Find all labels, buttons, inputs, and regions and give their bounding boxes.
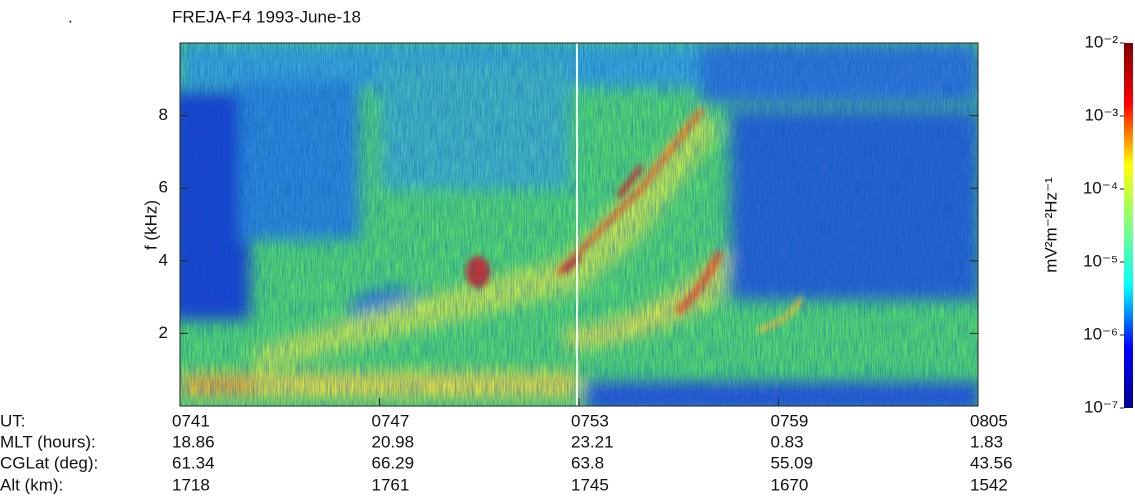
colorbar-label: mV²m⁻²Hz⁻¹ <box>1041 177 1060 273</box>
ephemeris-value: 1718 <box>172 475 210 494</box>
colorbar-scale <box>1124 43 1133 408</box>
y-tick-label: 6 <box>159 178 168 197</box>
ephemeris-value: 1.83 <box>970 432 1003 451</box>
colorbar-tick-label: 10⁻³ <box>1084 105 1118 124</box>
ephemeris-value: 23.21 <box>571 432 614 451</box>
ephemeris-value: 20.98 <box>372 432 415 451</box>
ephemeris-value: 0805 <box>970 411 1008 430</box>
colorbar: mV²m⁻²Hz⁻¹ 10⁻² 10⁻³ 10⁻⁴ 10⁻⁵ 10⁻⁶ 10⁻⁷ <box>1041 32 1133 416</box>
ephemeris-value: 61.34 <box>172 453 215 472</box>
ephemeris-value: 66.29 <box>372 453 415 472</box>
ephemeris-value: 0.83 <box>771 432 804 451</box>
ephemeris-value: 0747 <box>372 411 410 430</box>
y-axis-label: f (kHz) <box>141 200 160 250</box>
ephemeris-label: CGLat (deg): <box>0 453 98 472</box>
ephemeris-value: 0741 <box>172 411 210 430</box>
y-tick-label: 2 <box>159 323 168 342</box>
colorbar-tick-label: 10⁻⁶ <box>1083 324 1118 343</box>
colorbar-tick-label: 10⁻² <box>1084 32 1118 51</box>
ephemeris-value: 1670 <box>771 475 809 494</box>
ephemeris-value: 1745 <box>571 475 609 494</box>
y-tick-label: 4 <box>159 250 168 269</box>
ephemeris-value: 1542 <box>970 475 1008 494</box>
ephemeris-value: 43.56 <box>970 453 1013 472</box>
ephemeris-value: 1761 <box>372 475 410 494</box>
colorbar-tick-label: 10⁻⁴ <box>1083 178 1118 197</box>
chart-title: FREJA-F4 1993-June-18 <box>172 7 361 26</box>
y-tick-label: 8 <box>159 105 168 124</box>
ephemeris-value: 55.09 <box>771 453 814 472</box>
ephemeris-label: MLT (hours): <box>0 432 96 451</box>
ephemeris-value: 18.86 <box>172 432 215 451</box>
corner-mark: . <box>68 7 73 26</box>
colorbar-tick-label: 10⁻⁷ <box>1084 397 1118 416</box>
ephemeris-value: 0759 <box>771 411 809 430</box>
spectrogram <box>180 43 978 406</box>
ephemeris-label: Alt (km): <box>0 475 63 494</box>
ephemeris-value: 0753 <box>571 411 609 430</box>
colorbar-tick-label: 10⁻⁵ <box>1083 251 1118 270</box>
ephemeris-label: UT: <box>0 411 26 430</box>
ephemeris-value: 63.8 <box>571 453 604 472</box>
